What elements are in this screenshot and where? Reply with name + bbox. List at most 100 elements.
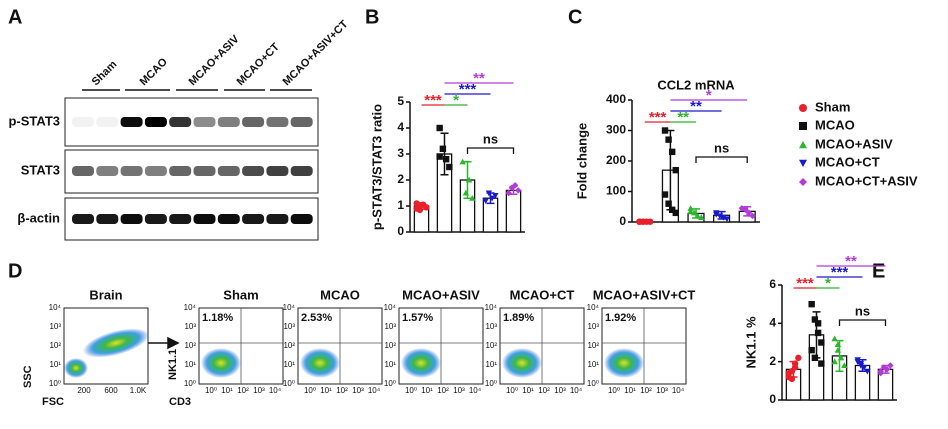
y-tick-label: 10³ [283, 322, 295, 331]
x-tick-label: 10⁰ [205, 386, 217, 395]
dot [665, 201, 671, 207]
dot [436, 153, 442, 159]
x-tick-label: 10⁰ [304, 386, 316, 395]
panel-letter: B [365, 6, 379, 28]
x-tick-label: 10¹ [221, 386, 233, 395]
legend-marker [799, 122, 807, 130]
y-tick-label: 10² [485, 341, 497, 350]
y-tick-label: 10¹ [283, 360, 295, 369]
dot [423, 204, 429, 210]
band [169, 214, 191, 224]
x-tick-label: 10² [640, 386, 652, 395]
dot [808, 301, 814, 307]
bracket [468, 148, 514, 154]
y-tick-label: 5 [397, 94, 404, 108]
axis-label: CD3 [169, 396, 191, 408]
chart-title: CCL2 mRNA [657, 77, 735, 92]
y-tick-label: 10⁰ [587, 379, 599, 388]
band [291, 166, 313, 176]
percentage: 1.57% [402, 312, 433, 324]
dot [665, 136, 671, 142]
y-tick-label: 10⁰ [184, 379, 196, 388]
band [194, 166, 216, 176]
dot [443, 156, 449, 162]
x-tick-label: 10³ [656, 386, 668, 395]
y-tick-label: 10⁴ [49, 303, 62, 312]
panel-letter: A [8, 6, 22, 28]
dot [818, 360, 824, 366]
percentage: 1.18% [202, 312, 233, 324]
panel-letter: E [872, 260, 885, 282]
x-tick-label: 10¹ [320, 386, 332, 395]
y-tick-label: 400 [606, 92, 626, 106]
x-tick-label: 10² [237, 386, 249, 395]
dot [789, 376, 795, 382]
y-tick-label: 10⁴ [283, 303, 296, 312]
band [145, 117, 167, 127]
panel-letter: C [568, 6, 582, 28]
y-tick-label: 0 [619, 214, 626, 228]
dot [818, 339, 824, 345]
y-tick-label: 10² [283, 341, 295, 350]
y-axis-label: p-STAT3/STAT3 ratio [369, 104, 384, 230]
bracket [840, 320, 886, 326]
percentage: 2.53% [301, 312, 332, 324]
x-tick-label: 10² [336, 386, 348, 395]
lane-label: MCAO+ASIV+CT [281, 18, 351, 88]
band [72, 166, 94, 176]
band [218, 117, 240, 127]
legend-marker [799, 141, 807, 148]
dot [440, 146, 446, 152]
y-tick-label: 10¹ [184, 360, 196, 369]
lane-label: Sham [90, 58, 120, 88]
significance: ns [714, 140, 729, 155]
x-tick-label: 10⁴ [469, 386, 482, 395]
panel-letter: D [8, 260, 22, 282]
row-label: STAT3 [21, 162, 60, 177]
band [291, 117, 313, 127]
legend-label: MCAO+CT+ASIV [815, 173, 918, 188]
band [218, 166, 240, 176]
band [121, 117, 143, 127]
axis-label: SSC [22, 365, 34, 388]
significance: ns [855, 303, 870, 318]
y-axis-label: NK1.1 % [743, 316, 758, 368]
legend-marker [799, 178, 807, 186]
y-tick-label: 10³ [384, 322, 396, 331]
significance: *** [424, 92, 442, 109]
plot-title: MCAO+ASIV+CT [593, 287, 696, 302]
y-tick-label: 10² [384, 341, 396, 350]
plot-title: Brain [89, 287, 122, 302]
band [96, 214, 118, 224]
band [194, 117, 216, 127]
legend-marker [799, 104, 807, 112]
density [401, 348, 441, 378]
dot [812, 355, 818, 361]
dot [815, 330, 821, 336]
y-tick-label: 10¹ [587, 360, 599, 369]
x-tick-label: 10⁰ [506, 386, 518, 395]
legend-label: MCAO+CT [815, 154, 880, 169]
band [266, 214, 288, 224]
y-tick-label: 4 [769, 316, 776, 330]
band [242, 214, 264, 224]
y-tick-label: 10² [184, 341, 196, 350]
lane-label: MCAO [138, 56, 171, 89]
density [502, 348, 542, 378]
x-tick-label: 10⁴ [570, 386, 583, 395]
y-tick-label: 200 [606, 153, 626, 167]
plot-title: MCAO [320, 287, 360, 302]
band [242, 166, 264, 176]
dot [831, 335, 837, 341]
legend-marker [799, 160, 807, 167]
bracket [696, 157, 747, 163]
y-tick-label: 10⁰ [283, 379, 295, 388]
dot [446, 164, 452, 170]
band [72, 117, 94, 127]
y-tick-label: 0 [769, 392, 776, 406]
dot [673, 167, 679, 173]
dot [815, 320, 821, 326]
x-tick-label: 1.0K [130, 386, 147, 395]
dot [647, 218, 653, 224]
y-tick-label: 10³ [587, 322, 599, 331]
